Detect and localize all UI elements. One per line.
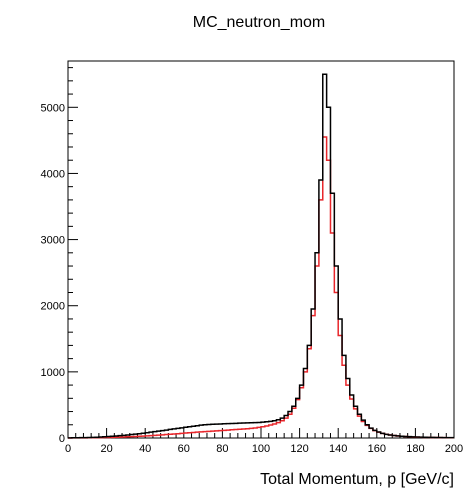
x-tick-label: 60 bbox=[178, 443, 190, 455]
y-tick-label: 4000 bbox=[41, 168, 65, 180]
x-tick-label: 160 bbox=[368, 443, 386, 455]
x-tick-label: 40 bbox=[139, 443, 151, 455]
x-axis: 0 20 40 60 80 100 120 140 160 180 200 bbox=[65, 428, 463, 455]
y-axis: 0 1000 2000 3000 4000 5000 bbox=[41, 67, 78, 445]
x-tick-label: 120 bbox=[290, 443, 308, 455]
x-tick-label: 20 bbox=[100, 443, 112, 455]
x-axis-label: Total Momentum, p [GeV/c] bbox=[260, 471, 454, 488]
y-tick-label: 5000 bbox=[41, 102, 65, 114]
histogram-series-black bbox=[68, 73, 454, 439]
x-tick-label: 200 bbox=[445, 443, 463, 455]
y-tick-label: 1000 bbox=[41, 367, 65, 379]
plot-frame bbox=[67, 60, 455, 439]
x-tick-label: 180 bbox=[406, 443, 424, 455]
x-tick-label: 0 bbox=[65, 443, 71, 455]
histogram-series-red bbox=[68, 136, 454, 439]
y-tick-label: 0 bbox=[59, 433, 65, 445]
chart-title: MC_neutron_mom bbox=[193, 14, 326, 31]
x-tick-label: 80 bbox=[216, 443, 228, 455]
y-tick-label: 3000 bbox=[41, 235, 65, 247]
series-layer bbox=[68, 73, 454, 439]
y-tick-label: 2000 bbox=[41, 301, 65, 313]
x-tick-label: 140 bbox=[329, 443, 347, 455]
x-tick-label: 100 bbox=[252, 443, 270, 455]
